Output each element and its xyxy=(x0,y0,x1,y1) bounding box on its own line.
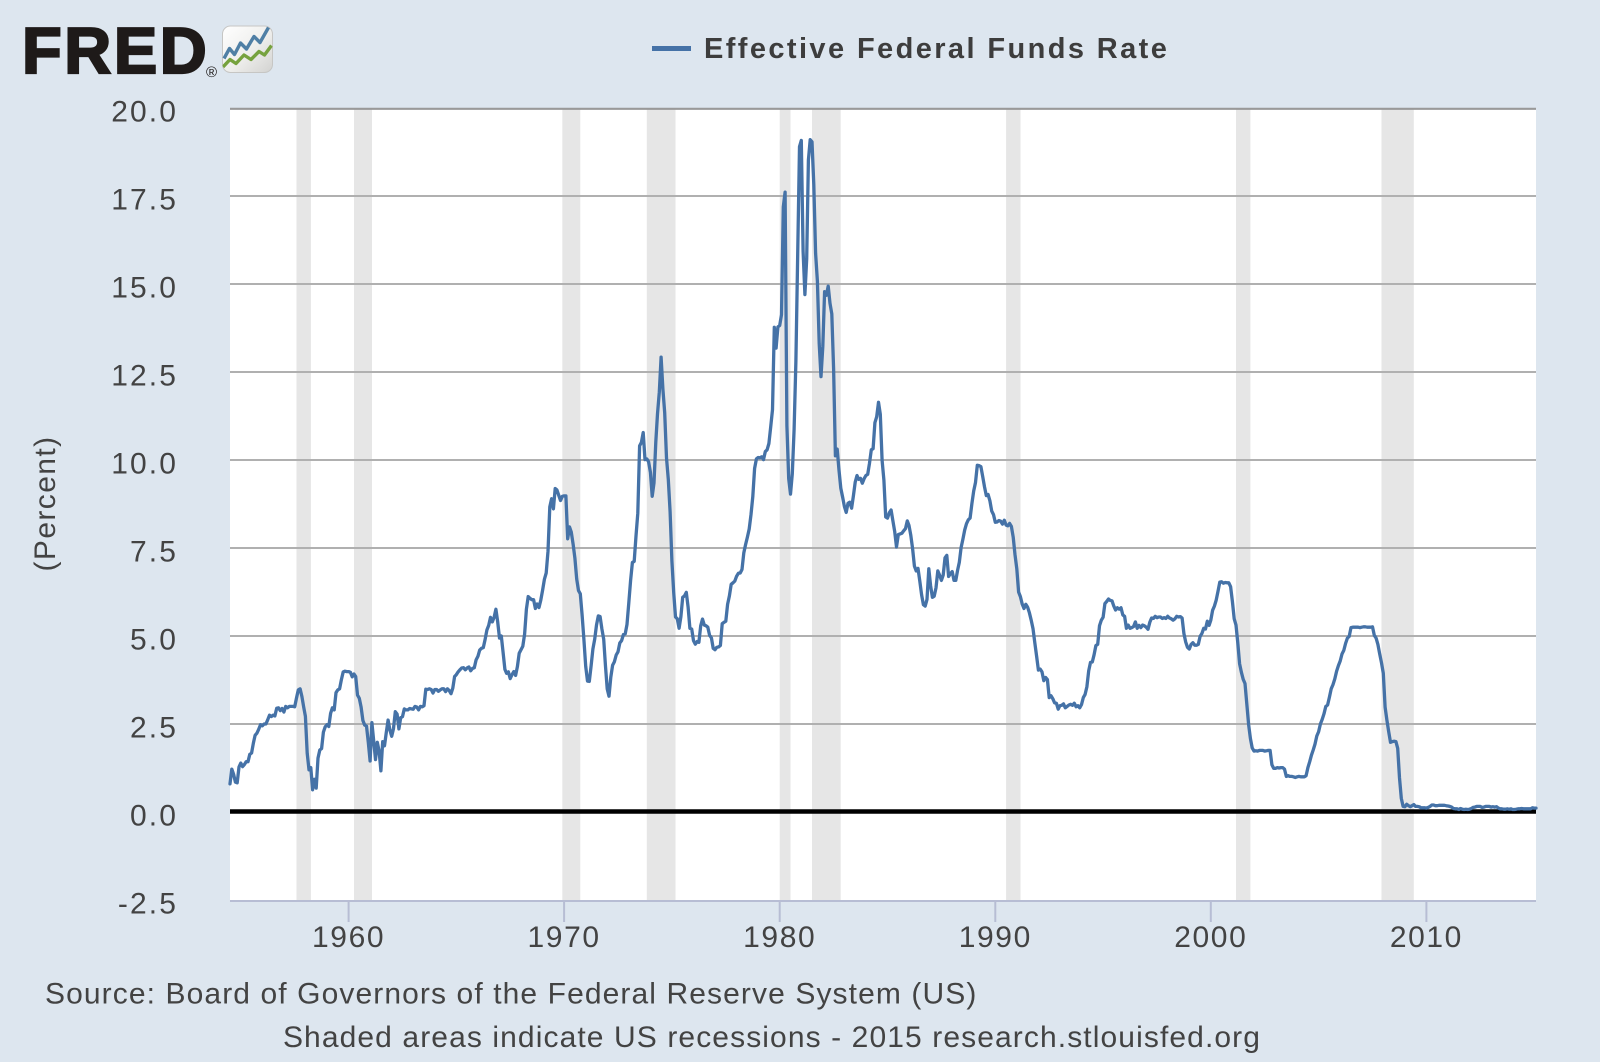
svg-text:2000: 2000 xyxy=(1174,921,1247,954)
svg-text:1960: 1960 xyxy=(312,921,385,954)
svg-text:20.0: 20.0 xyxy=(111,96,178,129)
svg-text:15.0: 15.0 xyxy=(111,272,178,305)
svg-text:5.0: 5.0 xyxy=(130,624,178,657)
svg-text:1990: 1990 xyxy=(959,921,1032,954)
svg-text:2010: 2010 xyxy=(1390,921,1463,954)
svg-text:1980: 1980 xyxy=(743,921,816,954)
svg-text:Shaded areas indicate US reces: Shaded areas indicate US recessions - 20… xyxy=(283,1021,1261,1054)
svg-text:®: ® xyxy=(206,64,217,81)
svg-text:FRED: FRED xyxy=(22,14,209,87)
svg-text:12.5: 12.5 xyxy=(111,360,178,393)
svg-text:Effective Federal Funds Rate: Effective Federal Funds Rate xyxy=(704,33,1169,65)
svg-text:10.0: 10.0 xyxy=(111,448,178,481)
svg-text:7.5: 7.5 xyxy=(130,536,178,569)
svg-text:1970: 1970 xyxy=(528,921,601,954)
svg-text:2.5: 2.5 xyxy=(130,712,178,745)
svg-text:(Percent): (Percent) xyxy=(29,436,62,572)
svg-text:17.5: 17.5 xyxy=(111,184,178,217)
svg-text:Source: Board of Governors of: Source: Board of Governors of the Federa… xyxy=(45,978,977,1011)
svg-text:-2.5: -2.5 xyxy=(118,888,178,921)
svg-text:0.0: 0.0 xyxy=(130,800,178,833)
